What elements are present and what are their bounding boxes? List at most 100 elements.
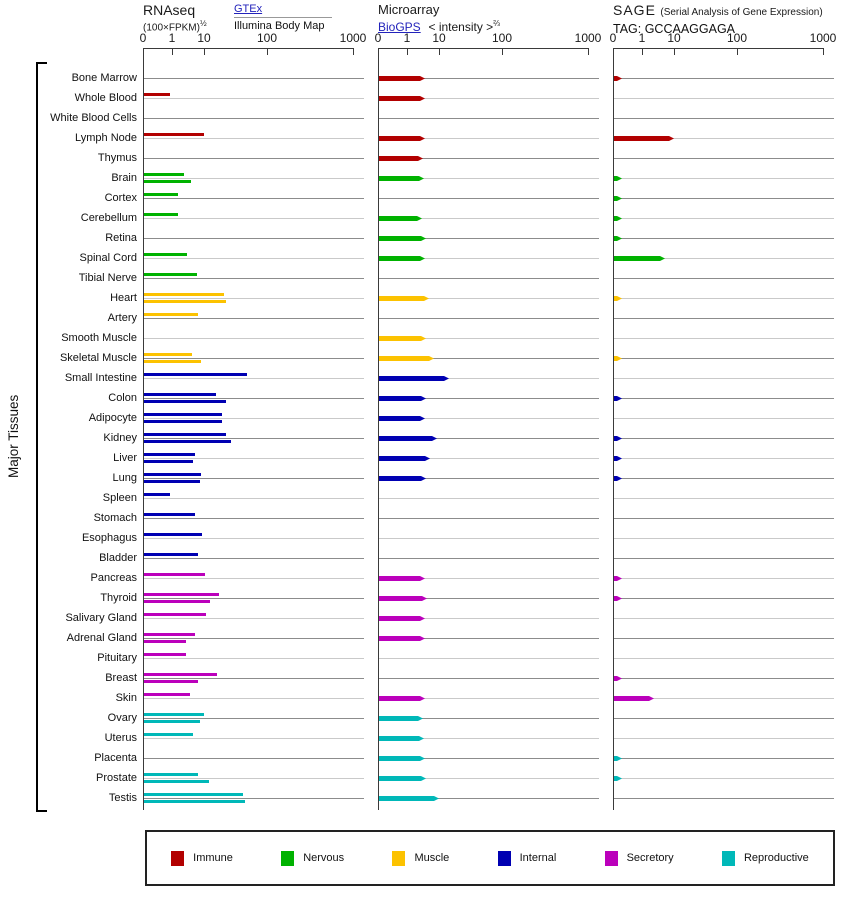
tissue-row-gridline [379, 698, 599, 699]
axis-tick [502, 48, 503, 55]
expression-bar [144, 313, 198, 316]
tissue-label: Artery [107, 312, 137, 324]
tissue-row-gridline [144, 538, 364, 539]
axis-tick-label: 0 [139, 31, 147, 45]
tissue-label: Bladder [99, 552, 137, 564]
expression-bar [379, 796, 439, 801]
expression-bar [144, 133, 204, 136]
tissue-row-gridline [379, 618, 599, 619]
zero-axis-line [378, 48, 379, 810]
tissue-row-gridline [144, 78, 364, 79]
legend-label: Immune [193, 852, 233, 864]
tissue-label: Testis [108, 792, 137, 804]
expression-bar [379, 336, 426, 341]
tissue-row-gridline [379, 298, 599, 299]
tissue-label: Brain [111, 172, 137, 184]
tissue-row-gridline [614, 458, 834, 459]
expression-bar [144, 373, 247, 376]
expression-bar [379, 176, 424, 181]
rnaseq-title: RNAseq [143, 2, 196, 18]
tissue-row-gridline [614, 438, 834, 439]
tissue-row-gridline [144, 378, 364, 379]
biogps-link[interactable]: BioGPS [378, 20, 421, 34]
tissue-row-gridline [614, 358, 834, 359]
tissue-label: Thyroid [100, 592, 137, 604]
rnaseq-subtitle: (100×FPKM)½ [143, 19, 207, 34]
tissue-row-gridline [144, 238, 364, 239]
tissue-row-gridline [144, 318, 364, 319]
tissue-row-gridline [379, 658, 599, 659]
tissue-row-gridline [379, 178, 599, 179]
tissue-label: Spleen [102, 492, 137, 504]
expression-bar [614, 296, 622, 301]
tissue-row-gridline [144, 298, 364, 299]
tissue-row-gridline [379, 738, 599, 739]
expression-bar [144, 433, 226, 436]
expression-bar [614, 776, 622, 781]
tissue-row-gridline [379, 138, 599, 139]
tissue-row-gridline [144, 778, 364, 779]
expression-bar [379, 696, 425, 701]
tissue-row-gridline [614, 318, 834, 319]
tissue-row-gridline [614, 478, 834, 479]
legend-label: Secretory [626, 852, 674, 864]
tissue-label: Adipocyte [88, 412, 137, 424]
tissue-row-gridline [144, 398, 364, 399]
tissue-row-gridline [379, 358, 599, 359]
expression-bar [144, 673, 217, 676]
tissue-row-gridline [379, 98, 599, 99]
tissue-row-gridline [614, 398, 834, 399]
axis-tick-label: 10 [197, 31, 211, 45]
major-tissues-bracket [36, 62, 47, 812]
tissue-row-gridline [379, 158, 599, 159]
tissue-row-gridline [379, 118, 599, 119]
expression-bar [379, 636, 425, 641]
axis-tick-label: 100 [726, 31, 748, 45]
tissue-row-gridline [379, 498, 599, 499]
gtex-link[interactable]: GTEx [234, 3, 263, 15]
legend-label: Muscle [414, 852, 450, 864]
tissue-label-column: Bone Marrow Whole Blood White Blood Cells L… [0, 0, 137, 810]
expression-bar [144, 600, 210, 603]
tissue-row-gridline [144, 138, 364, 139]
tissue-row-gridline [379, 638, 599, 639]
zero-axis-line [143, 48, 144, 810]
tissue-row-gridline [379, 778, 599, 779]
tissue-row-gridline [144, 278, 364, 279]
expression-bar [614, 216, 622, 221]
expression-bar [144, 553, 198, 556]
tissue-label: Skeletal Muscle [59, 352, 137, 364]
tissue-row-gridline [144, 658, 364, 659]
category-legend: Immune Nervous Muscle Internal Secretory Repr… [145, 830, 835, 886]
expression-bar [379, 376, 449, 381]
tissue-row-gridline [379, 518, 599, 519]
legend-item: Reproductive [721, 850, 809, 866]
axis-tick-label: 1000 [574, 31, 602, 45]
tissue-row-gridline [379, 418, 599, 419]
expression-bar [144, 593, 219, 596]
tissue-row-gridline [379, 718, 599, 719]
legend-item: Internal [497, 850, 556, 866]
tissue-label: Bone Marrow [71, 72, 137, 84]
axis-tick-label: 1 [403, 31, 411, 45]
tissue-row-gridline [614, 218, 834, 219]
expression-bar [614, 696, 654, 701]
axis-tick-label: 1000 [339, 31, 367, 45]
expression-bar [614, 596, 622, 601]
tissue-row-gridline [144, 338, 364, 339]
tissue-row-gridline [379, 378, 599, 379]
expression-bar [144, 653, 186, 656]
tissue-label: Colon [108, 392, 137, 404]
tissue-row-gridline [144, 358, 364, 359]
tissue-row-gridline [379, 318, 599, 319]
tissue-label: Retina [105, 232, 137, 244]
axis-tick-label: 1 [638, 31, 646, 45]
expression-bar [614, 196, 622, 201]
expression-bar [144, 360, 201, 363]
tissue-row-gridline [379, 478, 599, 479]
expression-bar [614, 456, 622, 461]
tissue-label: Salivary Gland [65, 612, 137, 624]
tissue-label: Lymph Node [75, 132, 137, 144]
tissue-label: Uterus [104, 732, 137, 744]
